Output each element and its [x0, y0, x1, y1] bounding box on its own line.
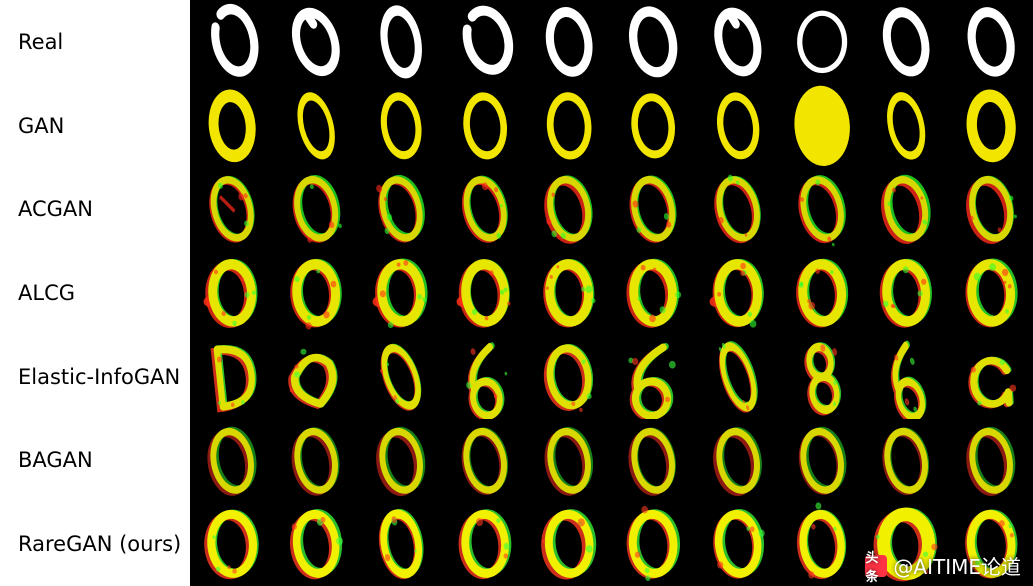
sample-cell	[359, 167, 443, 251]
sample-cell	[780, 167, 864, 251]
sample-row	[190, 502, 1033, 586]
method-label: Elastic-InfoGAN	[0, 335, 190, 419]
sample-cell	[611, 0, 695, 84]
sample-cell	[864, 251, 948, 335]
sample-cell	[527, 419, 611, 503]
sample-cell	[696, 335, 780, 419]
sample-cell	[864, 502, 948, 586]
sample-cell	[443, 419, 527, 503]
sample-cell	[611, 251, 695, 335]
sample-cell	[190, 0, 274, 84]
sample-cell	[696, 0, 780, 84]
sample-cell	[443, 335, 527, 419]
sample-cell	[949, 335, 1033, 419]
sample-cell	[359, 0, 443, 84]
sample-cell	[780, 335, 864, 419]
sample-cell	[949, 167, 1033, 251]
sample-cell	[527, 251, 611, 335]
sample-cell	[443, 167, 527, 251]
sample-cell	[864, 0, 948, 84]
sample-cell	[611, 167, 695, 251]
sample-cell	[780, 419, 864, 503]
sample-cell	[274, 251, 358, 335]
sample-cell	[864, 335, 948, 419]
sample-cell	[274, 502, 358, 586]
sample-cell	[696, 167, 780, 251]
sample-row	[190, 84, 1033, 168]
sample-cell	[274, 335, 358, 419]
sample-cell	[359, 335, 443, 419]
sample-cell	[949, 84, 1033, 168]
sample-cell	[190, 84, 274, 168]
method-label: Real	[0, 0, 190, 84]
sample-cell	[359, 419, 443, 503]
sample-cell	[190, 502, 274, 586]
sample-cell	[949, 0, 1033, 84]
sample-cell	[780, 251, 864, 335]
sample-cell	[527, 502, 611, 586]
sample-cell	[274, 0, 358, 84]
sample-cell	[611, 502, 695, 586]
sample-cell	[443, 84, 527, 168]
comparison-figure: RealGANACGANALCGElastic-InfoGANBAGANRare…	[0, 0, 1033, 586]
sample-cell	[864, 84, 948, 168]
sample-cell	[780, 84, 864, 168]
sample-cell	[696, 502, 780, 586]
sample-cell	[527, 84, 611, 168]
sample-cell	[190, 251, 274, 335]
sample-cell	[443, 0, 527, 84]
method-labels-column: RealGANACGANALCGElastic-InfoGANBAGANRare…	[0, 0, 190, 586]
sample-cell	[949, 502, 1033, 586]
sample-cell	[864, 167, 948, 251]
sample-cell	[190, 167, 274, 251]
sample-row	[190, 335, 1033, 419]
method-label: BAGAN	[0, 419, 190, 503]
sample-cell	[527, 335, 611, 419]
sample-cell	[274, 84, 358, 168]
sample-cell	[527, 0, 611, 84]
sample-cell	[359, 502, 443, 586]
sample-cell	[949, 419, 1033, 503]
sample-cell	[443, 502, 527, 586]
sample-row	[190, 167, 1033, 251]
sample-cell	[696, 84, 780, 168]
method-label: GAN	[0, 84, 190, 168]
sample-row	[190, 251, 1033, 335]
sample-cell	[780, 502, 864, 586]
sample-row	[190, 0, 1033, 84]
sample-cell	[696, 419, 780, 503]
sample-cell	[190, 419, 274, 503]
sample-cell	[611, 335, 695, 419]
sample-cell	[696, 251, 780, 335]
method-label: ALCG	[0, 251, 190, 335]
sample-cell	[274, 167, 358, 251]
sample-cell	[274, 419, 358, 503]
sample-cell	[864, 419, 948, 503]
sample-cell	[611, 84, 695, 168]
sample-cell	[780, 0, 864, 84]
sample-cell	[359, 251, 443, 335]
sample-cell	[527, 167, 611, 251]
sample-grid	[190, 0, 1033, 586]
method-label: ACGAN	[0, 167, 190, 251]
sample-cell	[190, 335, 274, 419]
sample-row	[190, 419, 1033, 503]
method-label: RareGAN (ours)	[0, 502, 190, 586]
sample-cell	[359, 84, 443, 168]
sample-cell	[949, 251, 1033, 335]
sample-cell	[443, 251, 527, 335]
sample-cell	[611, 419, 695, 503]
